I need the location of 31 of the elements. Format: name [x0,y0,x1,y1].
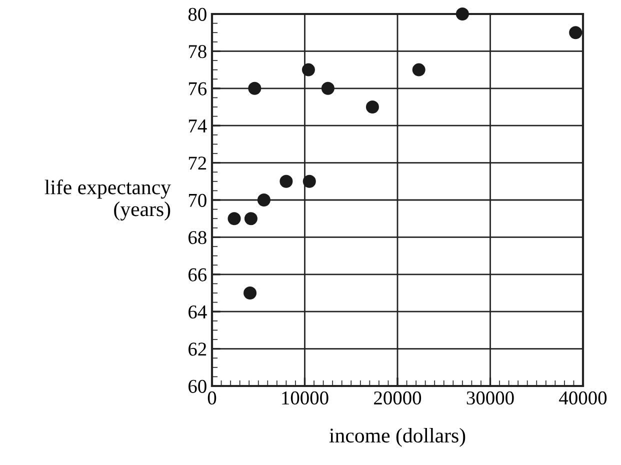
y-tick-label: 76 [188,82,207,96]
point [302,63,315,76]
point [366,100,379,114]
y-tick-label: 72 [188,156,206,170]
point [412,63,426,76]
x-tick-label: 30000 [466,391,514,405]
y-axis-title: life expectancy (years) [44,179,171,221]
point [321,82,334,95]
x-tick-label: 20000 [374,391,422,405]
x-tick-label: 0 [208,391,216,405]
y-tick-label: 66 [188,268,207,282]
y-tick-label: 70 [188,194,206,207]
point [456,7,469,21]
point [248,82,262,95]
point [257,193,270,207]
point [569,26,582,40]
point [228,212,241,226]
x-tick-label: 10000 [282,391,328,405]
y-tick-label: 78 [188,45,206,58]
point [302,174,316,188]
x-axis-title: income (dollars) [329,428,466,447]
point [244,286,257,300]
y-tick-label: 62 [188,342,206,356]
y-tick-label: 80 [188,8,206,21]
y-tick-label: 64 [188,305,207,319]
y-tick-label: 68 [188,231,206,244]
point [244,212,258,226]
y-tick-label: 60 [188,380,206,393]
y-tick-label: 74 [188,120,207,132]
x-tick-label: 40000 [559,391,607,405]
point [280,174,293,188]
